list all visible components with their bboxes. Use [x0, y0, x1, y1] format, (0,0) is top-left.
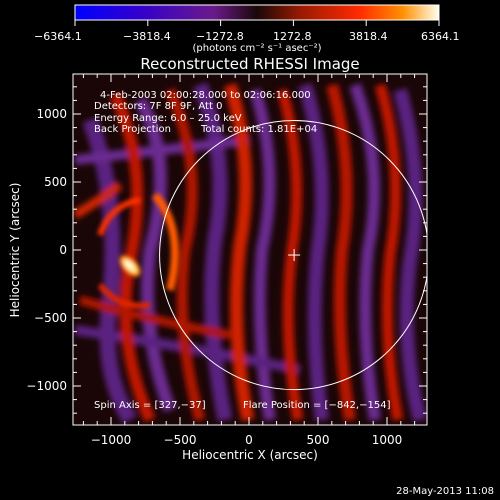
colorbar-tick-label: 3818.4: [349, 30, 388, 43]
x-tick-label: 1000: [372, 433, 403, 447]
colorbar-unit-label: (photons cm⁻² s⁻¹ asec⁻²): [192, 43, 321, 54]
colorbar-tick-label: 1272.8: [273, 30, 312, 43]
x-tick-label: −1000: [91, 433, 132, 447]
x-tick-labels: −1000 −500 0 500 1000: [91, 433, 403, 447]
solar-limb-circle: [159, 120, 427, 391]
spin-axis-marker: [288, 249, 301, 262]
flare-ring: [97, 192, 179, 309]
colorbar-tick-label: −1272.8: [196, 30, 244, 43]
time-range-text: 4-Feb-2003 02:00:28.000 to 02:06:16.000: [100, 90, 311, 101]
detectors-text: Detectors: 7F 8F 9F, Att 0: [94, 101, 222, 112]
y-tick-label: 0: [59, 243, 67, 257]
y-tick-label: 500: [44, 175, 67, 189]
rhessi-image: [73, 74, 427, 425]
colorbar: −6364.1 −3818.4 −1272.8 1272.8 3818.4 63…: [34, 4, 460, 54]
flare-source: [119, 255, 141, 277]
footer-date: 28-May-2013 11:08: [396, 486, 494, 497]
method-text: Back Projection: [94, 124, 171, 135]
y-tick-label: 1000: [36, 107, 67, 121]
axis-ticks: [73, 74, 427, 425]
x-tick-label: 0: [245, 433, 253, 447]
flare-position-text: Flare Position = [−842,−154]: [243, 400, 391, 411]
y-axis-label: Heliocentric Y (arcsec): [8, 183, 22, 318]
y-tick-label: −500: [34, 311, 67, 325]
x-tick-label: −500: [164, 433, 197, 447]
colorbar-tick-label: −3818.4: [123, 30, 171, 43]
back-projection-fringes: [73, 82, 427, 425]
colorbar-ticks: [74, 20, 440, 26]
spin-axis-text: Spin Axis = [327,−37]: [94, 400, 206, 411]
y-tick-labels: 1000 500 0 −500 −1000: [26, 107, 67, 393]
total-counts-text: Total counts: 1.81E+04: [200, 124, 317, 135]
colorbar-tick-label: 6364.1: [421, 30, 460, 43]
x-axis-label: Heliocentric X (arcsec): [182, 448, 318, 462]
y-tick-label: −1000: [26, 379, 67, 393]
colorbar-gradient: [74, 4, 440, 21]
x-tick-label: 500: [307, 433, 330, 447]
image-annotations: 4-Feb-2003 02:00:28.000 to 02:06:16.000 …: [94, 90, 391, 411]
plot-title: Reconstructed RHESSI Image: [140, 55, 359, 73]
colorbar-tick-label: −6364.1: [34, 30, 82, 43]
energy-range-text: Energy Range: 6.0 – 25.0 keV: [94, 113, 242, 124]
